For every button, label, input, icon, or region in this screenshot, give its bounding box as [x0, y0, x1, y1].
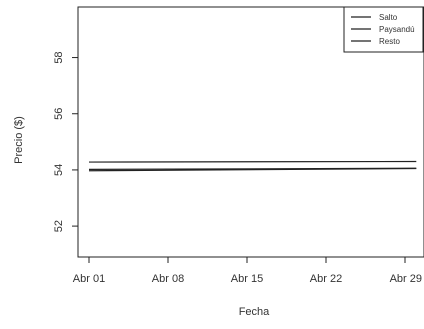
- x-axis-title: Fecha: [239, 306, 270, 318]
- y-tick-label: 52: [53, 220, 65, 232]
- series-layer: [88, 160, 417, 172]
- y-tick-label: 58: [53, 51, 65, 63]
- legend-label: Salto: [379, 13, 398, 22]
- x-axis: Abr 01 Abr 08 Abr 15 Abr 22 Abr 29: [73, 257, 422, 285]
- legend-label: Resto: [379, 37, 400, 46]
- x-tick-label: Abr 15: [231, 273, 263, 285]
- x-tick-label: Abr 22: [310, 273, 342, 285]
- legend-label: Paysandú: [379, 25, 415, 34]
- y-axis-title: Precio ($): [13, 116, 25, 164]
- plot-frame: [77, 6, 424, 258]
- y-tick-label: 54: [53, 164, 65, 176]
- legend: Salto Paysandú Resto: [343, 6, 424, 53]
- series-line-2: [88, 167, 417, 170]
- x-tick-label: Abr 01: [73, 273, 105, 285]
- x-tick-label: Abr 29: [390, 273, 422, 285]
- x-tick-label: Abr 08: [152, 273, 184, 285]
- y-axis: 52 54 56 58: [53, 51, 78, 232]
- series-line-1: [88, 160, 417, 163]
- y-tick-label: 56: [53, 108, 65, 120]
